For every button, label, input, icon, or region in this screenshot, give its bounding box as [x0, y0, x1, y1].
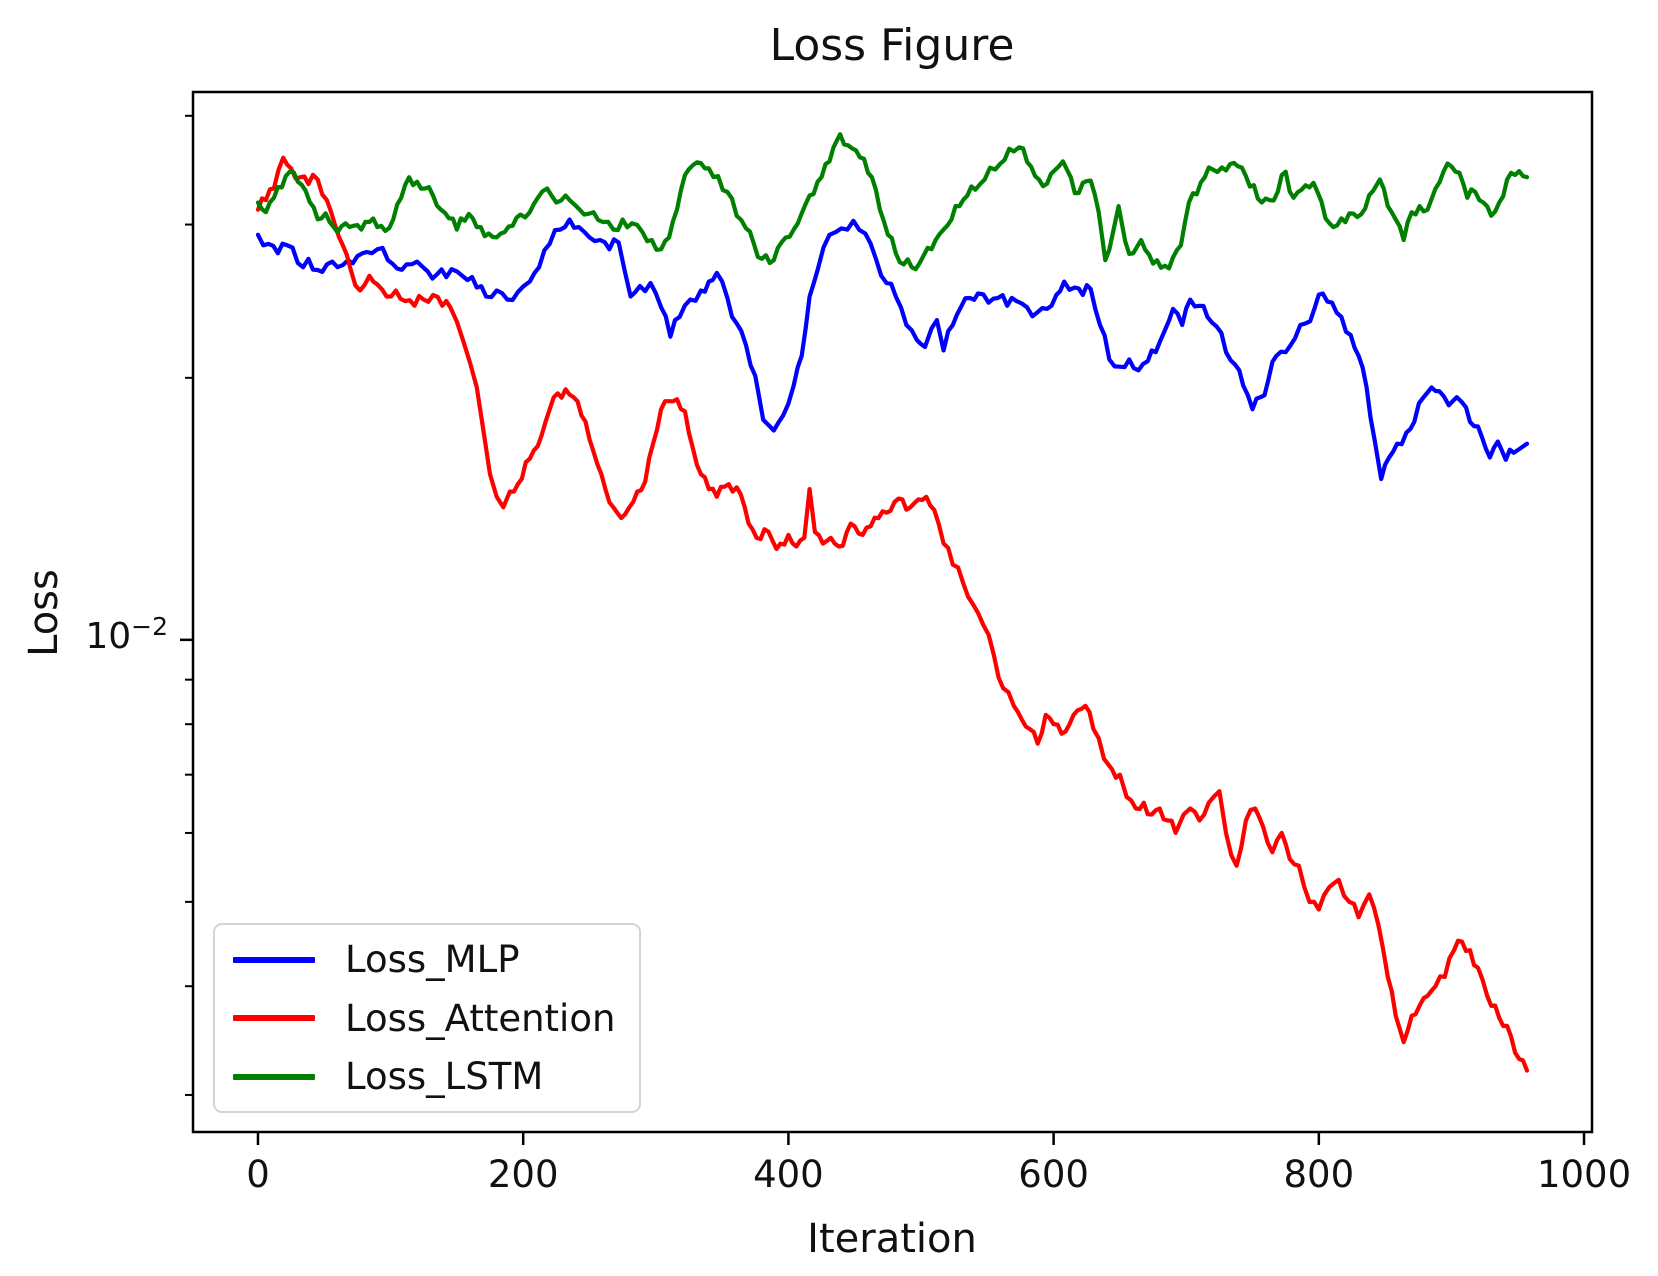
legend-item-loss-attention: Loss_Attention: [215, 990, 639, 1046]
legend-item-loss-mlp: Loss_MLP: [215, 932, 639, 988]
legend-line-sample-lstm: [233, 1073, 315, 1080]
y-axis-label: Loss: [21, 569, 67, 657]
series-line-loss_attention: [255, 155, 1530, 1073]
x-tick-label: 800: [1284, 1153, 1355, 1196]
x-tick-label: 400: [753, 1153, 824, 1196]
y-tick-base: 10: [85, 616, 132, 657]
x-tick-label: 200: [488, 1153, 559, 1196]
legend-label: Loss_LSTM: [345, 1055, 544, 1098]
x-tick-label: 600: [1018, 1153, 1089, 1196]
legend-item-loss-lstm: Loss_LSTM: [215, 1049, 639, 1105]
x-tick-label: 0: [246, 1153, 270, 1196]
y-axis-major-tick-label: 10−2: [62, 614, 168, 657]
legend-line-sample-attention: [233, 1015, 315, 1021]
legend-label: Loss_MLP: [345, 938, 520, 981]
series-line-loss_lstm: [255, 132, 1530, 272]
x-axis-label: Iteration: [807, 1216, 977, 1262]
chart-title: Loss Figure: [769, 20, 1015, 71]
legend-label: Loss_Attention: [345, 996, 616, 1040]
series-line-loss_mlp: [255, 217, 1530, 482]
legend-line-sample-mlp: [233, 956, 315, 963]
x-tick-label: 1000: [1537, 1153, 1631, 1196]
y-tick-exponent: −2: [131, 612, 168, 641]
plot-frame: [191, 90, 1594, 1134]
legend-box: Loss_MLP Loss_Attention Loss_LSTM: [213, 923, 641, 1113]
